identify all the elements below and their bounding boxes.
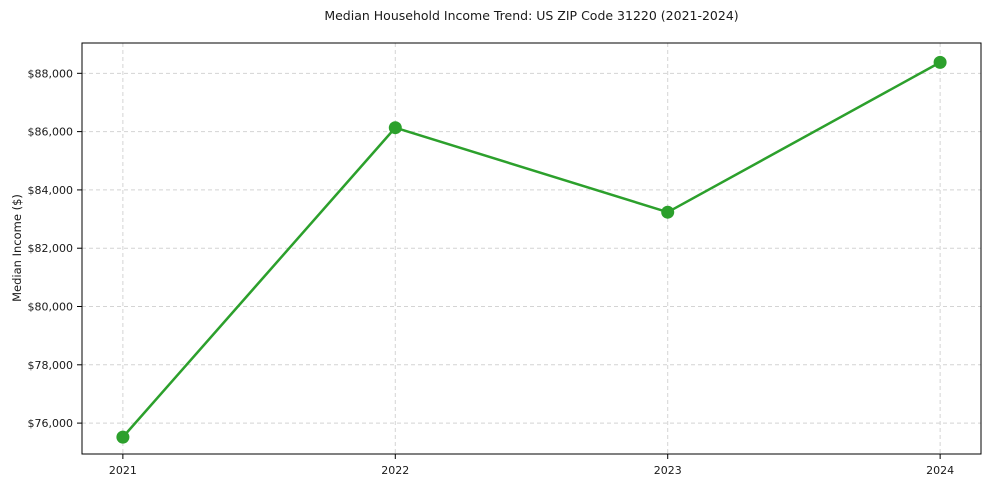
chart-title: Median Household Income Trend: US ZIP Co… bbox=[324, 8, 739, 23]
x-tick-label: 2022 bbox=[381, 464, 409, 477]
y-tick-label: $76,000 bbox=[28, 417, 74, 430]
tick-marks bbox=[77, 72, 941, 459]
y-tick-label: $84,000 bbox=[28, 184, 74, 197]
gridlines bbox=[82, 43, 981, 454]
x-tick-label: 2021 bbox=[109, 464, 137, 477]
data-point-2024 bbox=[933, 55, 947, 69]
y-tick-label: $86,000 bbox=[28, 126, 74, 139]
y-tick-label: $82,000 bbox=[28, 242, 74, 255]
y-tick-label: $78,000 bbox=[28, 359, 74, 372]
data-point-2021 bbox=[116, 430, 130, 444]
data-point-2023 bbox=[661, 205, 675, 219]
tick-labels: 2021 2022 2023 2024 $76,000 $78,000 $80,000 $82… bbox=[28, 67, 955, 477]
trend-line bbox=[121, 61, 942, 439]
x-tick-label: 2024 bbox=[926, 464, 954, 477]
y-tick-label: $80,000 bbox=[28, 301, 74, 314]
data-point-2022 bbox=[388, 121, 402, 135]
x-tick-label: 2023 bbox=[654, 464, 682, 477]
y-tick-label: $88,000 bbox=[28, 67, 74, 80]
plot-border bbox=[81, 42, 982, 455]
